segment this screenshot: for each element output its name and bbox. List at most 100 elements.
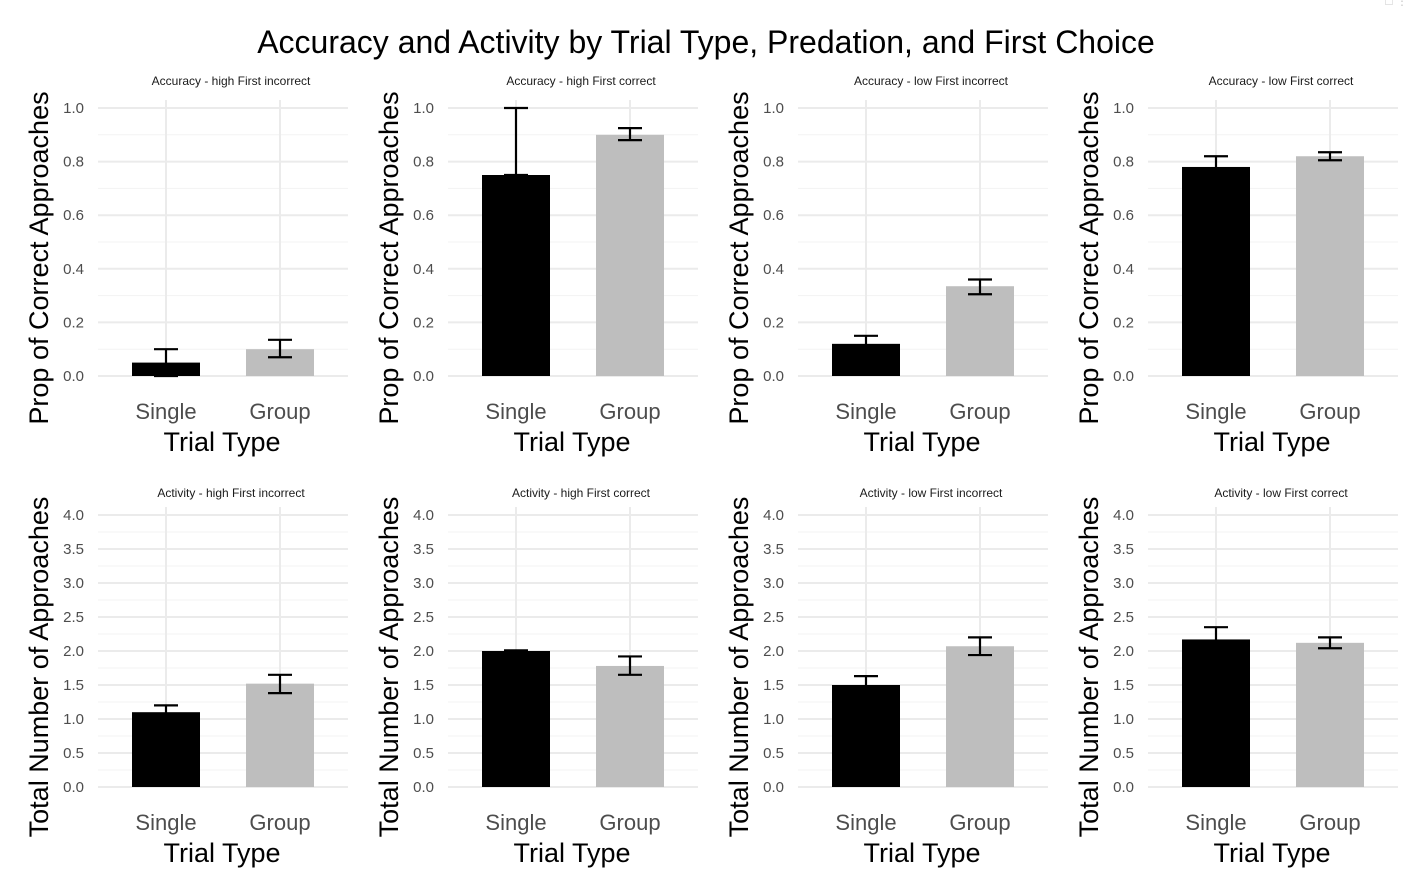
y-tick-label: 2.0 xyxy=(1113,643,1134,660)
y-axis-title: Total Number of Approaches xyxy=(24,497,54,838)
y-axis-title: Total Number of Approaches xyxy=(1074,497,1104,838)
y-tick-label: 0.5 xyxy=(63,745,84,762)
y-tick-label: 0.5 xyxy=(763,745,784,762)
bar-group xyxy=(946,646,1014,787)
y-axis-title: Prop of Correct Approaches xyxy=(724,91,754,424)
y-axis-title: Prop of Correct Approaches xyxy=(24,91,54,424)
facet-title: Accuracy - low First incorrect xyxy=(854,74,1009,88)
y-tick-label: 4.0 xyxy=(63,507,84,524)
y-tick-label: 3.0 xyxy=(413,575,434,592)
x-tick-label: Single xyxy=(1185,399,1246,424)
y-tick-label: 0.8 xyxy=(1113,154,1134,171)
y-tick-label: 0.4 xyxy=(763,261,784,278)
x-tick-label: Single xyxy=(135,810,196,835)
y-tick-label: 1.5 xyxy=(413,677,434,694)
x-axis-title: Trial Type xyxy=(513,838,630,868)
chart-panel-2: Accuracy - low First incorrect 0.0 0.2 0.4 0… xyxy=(724,74,1048,457)
y-tick-label: 1.5 xyxy=(763,677,784,694)
x-axis-title: Trial Type xyxy=(163,427,280,457)
y-tick-label: 0.6 xyxy=(63,207,84,224)
y-tick-label: 0.0 xyxy=(763,779,784,796)
x-axis-title: Trial Type xyxy=(1213,427,1330,457)
x-axis-title: Trial Type xyxy=(1213,838,1330,868)
bar-single xyxy=(482,175,550,376)
y-tick-label: 1.0 xyxy=(63,711,84,728)
y-tick-label: 0.4 xyxy=(413,261,434,278)
facet-title: Accuracy - high First incorrect xyxy=(152,74,311,88)
y-tick-label: 0.2 xyxy=(763,314,784,331)
y-tick-label: 0.8 xyxy=(63,154,84,171)
bar-single xyxy=(1182,639,1250,787)
y-tick-label: 1.0 xyxy=(413,100,434,117)
facet-title: Activity - high First correct xyxy=(512,486,651,500)
y-tick-label: 2.5 xyxy=(413,609,434,626)
y-tick-label: 4.0 xyxy=(1113,507,1134,524)
y-tick-label: 0.0 xyxy=(413,779,434,796)
x-tick-label: Group xyxy=(249,810,310,835)
y-axis-title: Total Number of Approaches xyxy=(724,497,754,838)
y-tick-label: 2.5 xyxy=(63,609,84,626)
bar-single xyxy=(132,712,200,787)
y-tick-label: 0.8 xyxy=(413,154,434,171)
figure-title: Accuracy and Activity by Trial Type, Pre… xyxy=(257,24,1155,60)
x-axis-title: Trial Type xyxy=(163,838,280,868)
bar-group xyxy=(1296,642,1364,787)
x-tick-label: Single xyxy=(135,399,196,424)
y-tick-label: 1.0 xyxy=(763,711,784,728)
chart-panel-1: Accuracy - high First correct 0.0 0.2 0.4 0.… xyxy=(374,74,698,457)
y-tick-label: 0.0 xyxy=(63,368,84,385)
bar-group xyxy=(596,665,664,787)
y-tick-label: 0.2 xyxy=(1113,314,1134,331)
y-tick-label: 3.0 xyxy=(63,575,84,592)
y-tick-label: 1.0 xyxy=(1113,100,1134,117)
chart-panel-6: Activity - low First incorrect 0.0 0.5 1.0 1… xyxy=(724,486,1048,868)
bar-group xyxy=(946,286,1014,376)
y-tick-label: 0.4 xyxy=(1113,261,1134,278)
x-tick-label: Group xyxy=(1299,810,1360,835)
y-tick-label: 0.2 xyxy=(63,314,84,331)
y-tick-label: 3.0 xyxy=(1113,575,1134,592)
x-tick-label: Group xyxy=(949,399,1010,424)
y-tick-label: 2.0 xyxy=(763,643,784,660)
facet-title: Activity - low First correct xyxy=(1214,486,1348,500)
y-tick-label: 0.8 xyxy=(763,154,784,171)
x-axis-title: Trial Type xyxy=(863,427,980,457)
x-tick-label: Group xyxy=(1299,399,1360,424)
y-tick-label: 0.0 xyxy=(1113,368,1134,385)
bar-single xyxy=(832,685,900,787)
bar-single xyxy=(482,651,550,787)
y-tick-label: 1.5 xyxy=(63,677,84,694)
y-tick-label: 3.5 xyxy=(63,541,84,558)
bar-single xyxy=(1182,166,1250,376)
x-tick-label: Group xyxy=(599,810,660,835)
facet-title: Accuracy - high First correct xyxy=(506,74,656,88)
y-tick-label: 0.2 xyxy=(413,314,434,331)
x-tick-label: Group xyxy=(249,399,310,424)
facet-title: Accuracy - low First correct xyxy=(1209,74,1354,88)
y-axis-title: Prop of Correct Approaches xyxy=(1074,91,1104,424)
x-tick-label: Group xyxy=(599,399,660,424)
toolbar-icons[interactable]: □ ⋮ xyxy=(1385,0,1408,8)
y-tick-label: 0.5 xyxy=(1113,745,1134,762)
chart-panel-7: Activity - low First correct 0.0 0.5 1.0 1.5… xyxy=(1074,486,1398,868)
bar-group xyxy=(1296,156,1364,376)
y-tick-label: 3.5 xyxy=(413,541,434,558)
x-axis-title: Trial Type xyxy=(513,427,630,457)
x-tick-label: Single xyxy=(485,810,546,835)
x-axis-title: Trial Type xyxy=(863,838,980,868)
y-tick-label: 3.5 xyxy=(1113,541,1134,558)
y-tick-label: 0.6 xyxy=(1113,207,1134,224)
y-tick-label: 2.0 xyxy=(413,643,434,660)
y-tick-label: 0.5 xyxy=(413,745,434,762)
y-tick-label: 4.0 xyxy=(413,507,434,524)
bar-group xyxy=(246,683,314,787)
chart-panel-4: Activity - high First incorrect 0.0 0.5 1.0… xyxy=(24,486,348,868)
y-tick-label: 0.4 xyxy=(63,261,84,278)
chart-panel-3: Accuracy - low First correct 0.0 0.2 0.4 0.6… xyxy=(1074,74,1398,457)
y-tick-label: 1.0 xyxy=(413,711,434,728)
y-tick-label: 1.0 xyxy=(63,100,84,117)
y-tick-label: 2.0 xyxy=(63,643,84,660)
x-tick-label: Single xyxy=(1185,810,1246,835)
x-tick-label: Single xyxy=(485,399,546,424)
